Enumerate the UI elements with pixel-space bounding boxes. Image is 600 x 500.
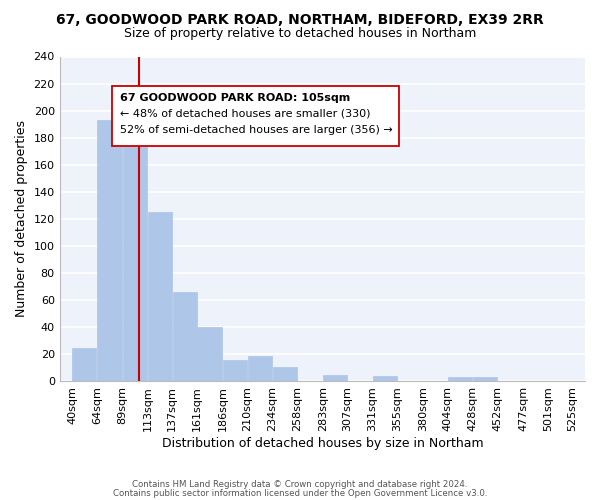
Text: 52% of semi-detached houses are larger (356) →: 52% of semi-detached houses are larger (…	[120, 124, 393, 134]
Bar	[97, 120, 122, 382]
Bar	[148, 212, 172, 382]
Bar	[248, 356, 272, 382]
Text: Contains HM Land Registry data © Crown copyright and database right 2024.: Contains HM Land Registry data © Crown c…	[132, 480, 468, 489]
Bar	[473, 378, 497, 382]
Y-axis label: Number of detached properties: Number of detached properties	[15, 120, 28, 318]
Bar	[123, 139, 147, 382]
Text: Contains public sector information licensed under the Open Government Licence v3: Contains public sector information licen…	[113, 488, 487, 498]
Bar	[373, 376, 397, 382]
Bar	[223, 360, 247, 382]
Bar	[197, 328, 223, 382]
X-axis label: Distribution of detached houses by size in Northam: Distribution of detached houses by size …	[161, 437, 483, 450]
Bar	[272, 366, 296, 382]
Text: 67 GOODWOOD PARK ROAD: 105sqm: 67 GOODWOOD PARK ROAD: 105sqm	[120, 93, 350, 103]
Bar	[73, 348, 97, 382]
Text: Size of property relative to detached houses in Northam: Size of property relative to detached ho…	[124, 28, 476, 40]
FancyBboxPatch shape	[112, 86, 398, 146]
Bar	[448, 378, 472, 382]
Text: 67, GOODWOOD PARK ROAD, NORTHAM, BIDEFORD, EX39 2RR: 67, GOODWOOD PARK ROAD, NORTHAM, BIDEFOR…	[56, 12, 544, 26]
Bar	[323, 374, 347, 382]
Text: ← 48% of detached houses are smaller (330): ← 48% of detached houses are smaller (33…	[120, 108, 371, 118]
Bar	[173, 292, 197, 382]
